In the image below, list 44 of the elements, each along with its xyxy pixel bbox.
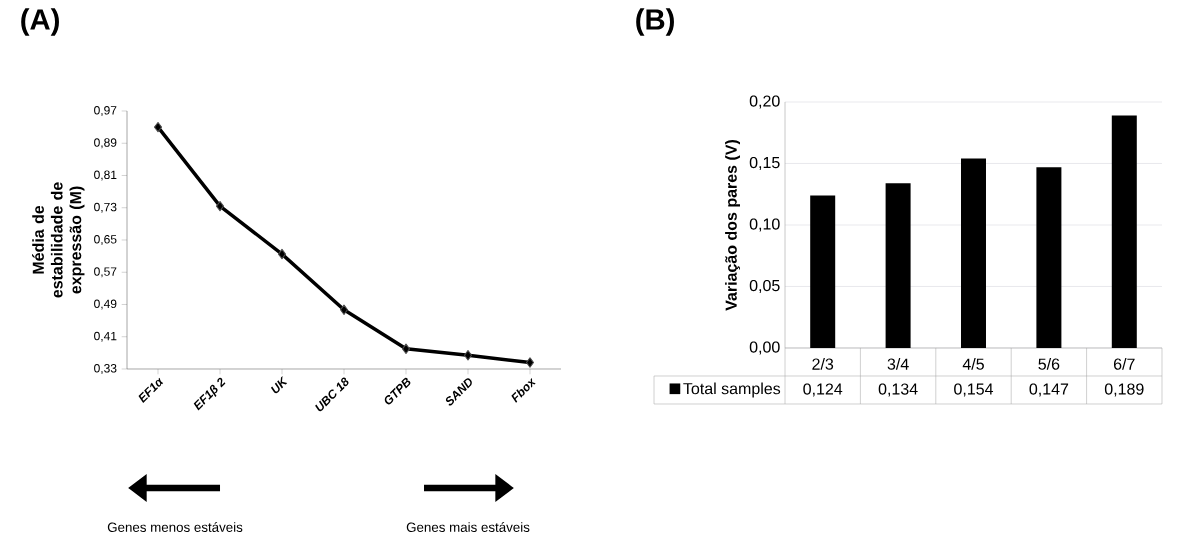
y-tick-label: 0,57 [94,267,117,278]
data-label: 0,124 [803,383,843,397]
y-tick-label: 0,81 [94,170,117,181]
point [525,357,535,368]
point [277,248,287,260]
y-tick-label: 0,00 [749,341,780,355]
y-tick-label: 0,65 [94,235,117,245]
legend-label: Total samples [683,382,781,398]
x-tick-label: UK [270,376,288,394]
y-tick-label: 0,41 [94,331,117,342]
point [401,343,411,355]
bar [810,195,836,348]
y-tick-label: 0,15 [749,156,780,171]
point [339,304,349,315]
y-tick-label: 0,10 [749,218,780,232]
x-tick-label: 5/6 [1038,358,1060,370]
bar [1111,115,1137,348]
x-tick-label: 2/3 [812,358,834,370]
bar [1036,167,1062,348]
bar [885,183,911,348]
x-tick-label: 4/5 [962,358,984,370]
point [153,121,163,133]
text: Genes menos estáveis [107,522,243,532]
point [215,200,225,212]
data-label: 0,147 [1029,383,1069,397]
x-tick-label: 6/7 [1113,358,1135,370]
point [463,350,473,361]
y-axis-title: Variação dos pares (V) [725,139,740,311]
chart-title: (A) [21,8,59,36]
data-label: 0,134 [878,383,918,397]
y-tick-label: 0,49 [94,299,117,310]
y-tick-label: 0,73 [94,202,117,213]
chart-title: (B) [636,8,674,36]
y-tick-label: 0,33 [94,364,117,374]
text: Genes mais estáveis [406,522,530,532]
data-label: 0,154 [954,383,994,397]
y-axis-title: Média de estabilidade de expressão (M) [32,182,85,298]
y-tick-label: 0,89 [94,138,117,149]
y-tick-label: 0,05 [749,279,780,294]
x-tick-label: 3/4 [887,358,909,370]
y-tick-label: 0,20 [749,95,780,109]
data-label: 0,189 [1104,383,1144,397]
y-tick-label: 0,97 [94,106,117,116]
bar [961,158,986,348]
